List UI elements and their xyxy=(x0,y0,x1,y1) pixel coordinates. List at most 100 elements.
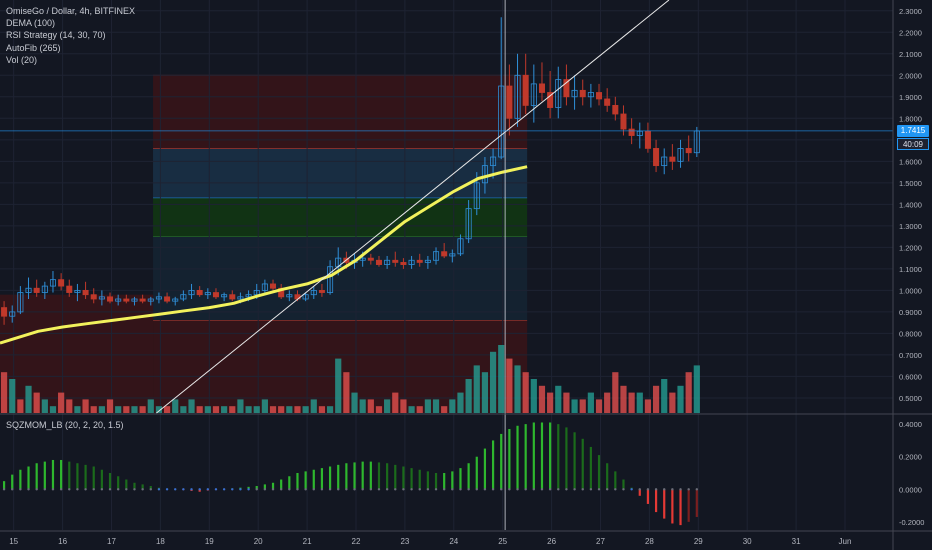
squeeze-dot xyxy=(483,488,487,491)
legend-dema: DEMA (100) xyxy=(6,18,56,29)
momentum-axis-label: -0.2000 xyxy=(899,518,924,527)
candle-body xyxy=(327,266,334,293)
volume-bar xyxy=(669,392,676,413)
time-axis-label: 21 xyxy=(303,537,312,546)
squeeze-dot xyxy=(524,488,527,491)
volume-bar xyxy=(278,406,285,413)
candle-body xyxy=(424,259,431,263)
time-axis-label: 19 xyxy=(205,537,214,546)
time-axis-label: 25 xyxy=(498,537,507,546)
price-axis-label: 2.2000 xyxy=(899,28,922,37)
time-axis-label: 26 xyxy=(547,537,556,546)
candle-body xyxy=(555,79,562,108)
price-axis-label: 2.3000 xyxy=(899,7,922,16)
time-axis-label: 27 xyxy=(596,537,605,546)
volume-bar xyxy=(82,399,89,413)
trend-line xyxy=(156,0,670,414)
squeeze-dot xyxy=(410,488,413,491)
squeeze-dot xyxy=(288,488,291,491)
volume-bar xyxy=(644,399,652,413)
squeeze-dot xyxy=(654,488,658,491)
candle-body xyxy=(433,251,440,261)
volume-bar xyxy=(123,406,130,413)
volume-bar xyxy=(33,392,40,413)
squeeze-dot xyxy=(296,488,299,491)
price-axis-label: 0.5000 xyxy=(899,394,922,403)
candle-body xyxy=(82,289,89,296)
volume-bar xyxy=(620,385,627,413)
main-legend: OmiseGo / Dollar, 4h, BITFINEX DEMA (100… xyxy=(6,5,135,66)
volume-bar xyxy=(685,372,692,413)
volume-bar xyxy=(628,392,635,413)
fib-zone xyxy=(0,294,154,413)
price-axis-label: 1.8000 xyxy=(899,114,922,123)
squeeze-dot xyxy=(369,488,373,491)
squeeze-dot xyxy=(239,488,242,491)
volume-bar xyxy=(302,406,309,413)
volume-bar xyxy=(212,406,220,413)
candle-body xyxy=(107,296,114,302)
candle-body xyxy=(669,156,676,162)
candle-body xyxy=(164,296,171,302)
squeeze-dot xyxy=(385,488,389,491)
time-axis-label: 31 xyxy=(792,537,801,546)
candle-body xyxy=(384,259,391,265)
squeeze-dot xyxy=(84,488,87,491)
legend-rsi: RSI Strategy (14, 30, 70) xyxy=(6,30,106,41)
squeeze-dot xyxy=(442,488,446,491)
volume-bar xyxy=(318,406,326,413)
squeeze-dot xyxy=(100,488,104,491)
squeeze-dot xyxy=(573,488,576,491)
volume-bar xyxy=(384,399,391,413)
volume-bar xyxy=(579,399,586,413)
candle-body xyxy=(180,294,187,300)
volume-bar xyxy=(17,399,24,413)
volume-bar xyxy=(506,358,513,413)
candle-body xyxy=(522,74,529,106)
squeeze-dot xyxy=(638,488,641,491)
candle-body xyxy=(139,298,146,302)
time-axis-label: 15 xyxy=(9,537,18,546)
time-axis-label: 18 xyxy=(156,537,165,546)
candle-body xyxy=(441,251,448,257)
squeeze-dot xyxy=(11,488,14,491)
volume-bar xyxy=(392,392,399,413)
squeeze-dot xyxy=(361,488,364,491)
candle-body xyxy=(245,294,252,298)
volume-bar xyxy=(612,372,619,413)
volume-bar xyxy=(294,406,301,413)
squeeze-dot xyxy=(27,488,30,491)
volume-bar xyxy=(172,399,179,413)
squeeze-dot xyxy=(222,488,226,491)
volume-bar xyxy=(9,379,16,413)
squeeze-dot xyxy=(19,488,22,491)
time-axis-label: Jun xyxy=(839,537,852,546)
squeeze-dot xyxy=(125,488,128,491)
squeeze-dot xyxy=(271,488,275,491)
time-axis-label: 30 xyxy=(743,537,752,546)
squeeze-dot xyxy=(557,488,560,491)
candle-body xyxy=(98,296,105,300)
volume-bar xyxy=(489,351,497,413)
candle-body xyxy=(9,311,16,317)
candle-body xyxy=(1,307,8,317)
volume-bar xyxy=(400,399,407,413)
candle-body xyxy=(473,182,480,210)
volume-bar xyxy=(693,365,700,413)
volume-bar xyxy=(66,399,73,413)
volume-bar xyxy=(498,345,505,413)
candle-body xyxy=(25,287,32,293)
volume-bar xyxy=(155,406,163,413)
volume-bar xyxy=(90,406,97,413)
fib-zone xyxy=(153,148,528,198)
candle-body xyxy=(604,98,611,106)
squeeze-dot xyxy=(548,488,552,491)
squeeze-dot xyxy=(51,488,55,491)
squeeze-dot xyxy=(328,488,332,491)
last-price-badge: 1.7415 xyxy=(897,124,929,137)
price-axis-label: 0.9000 xyxy=(899,308,922,317)
squeeze-dot xyxy=(174,488,177,491)
volume-bar xyxy=(473,365,480,413)
volume-bar xyxy=(481,372,489,413)
